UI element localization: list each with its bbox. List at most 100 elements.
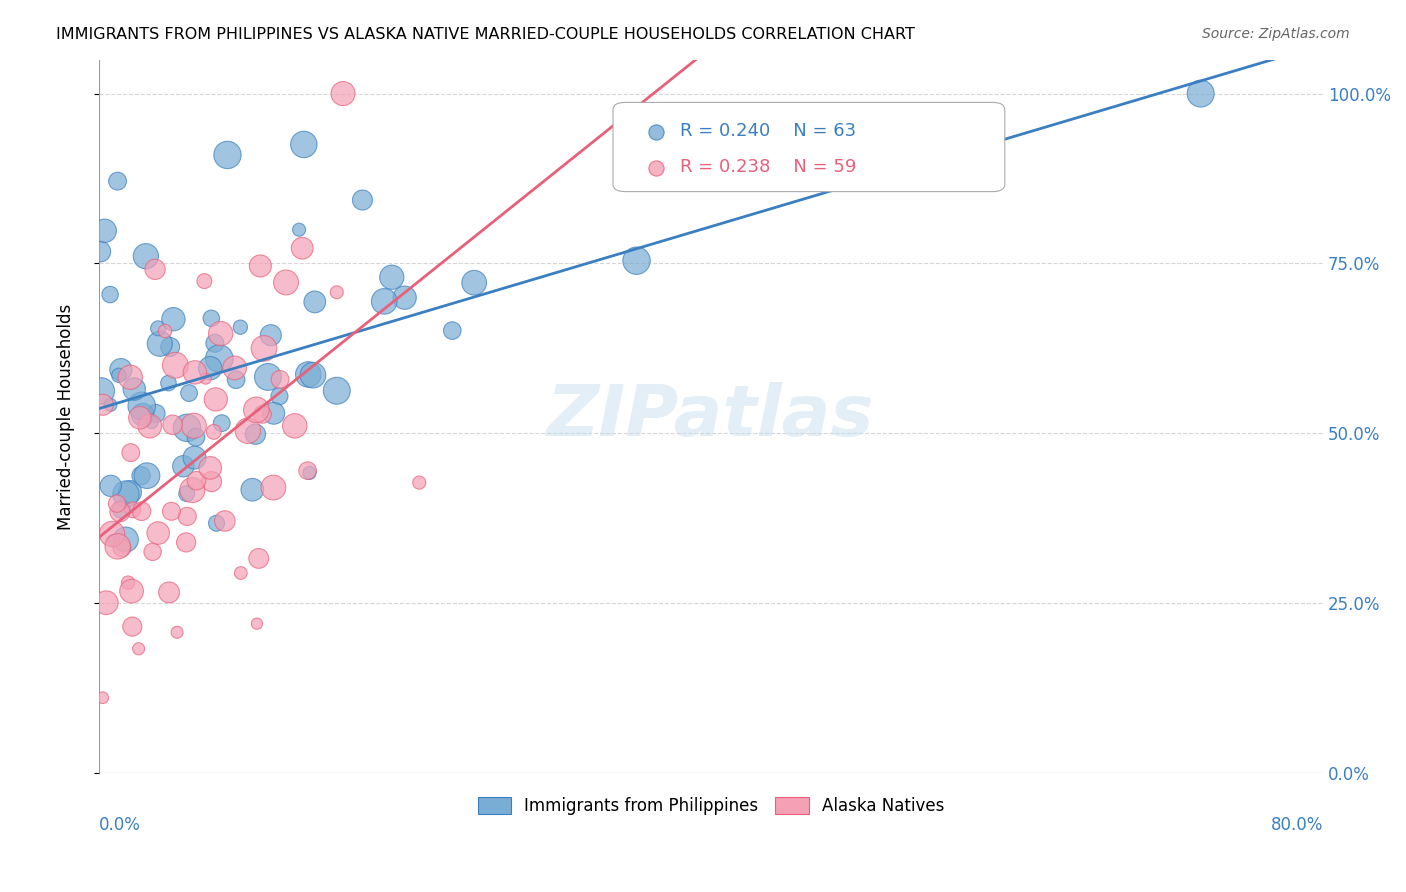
- Point: [166, 625, 188, 640]
- Point: [225, 373, 247, 387]
- Point: [208, 351, 231, 366]
- Point: [120, 370, 142, 384]
- Point: [143, 262, 166, 277]
- Point: [121, 619, 143, 633]
- Point: [257, 370, 280, 384]
- Legend: Immigrants from Philippines, Alaska Natives: Immigrants from Philippines, Alaska Nati…: [471, 790, 950, 822]
- Point: [252, 408, 274, 422]
- Point: [298, 466, 321, 480]
- Point: [1189, 87, 1212, 101]
- Point: [89, 244, 111, 259]
- Point: [165, 358, 187, 372]
- Point: [297, 368, 319, 382]
- Text: 80.0%: 80.0%: [1271, 816, 1323, 834]
- Point: [131, 408, 153, 422]
- Point: [441, 324, 464, 338]
- Point: [381, 270, 404, 285]
- Point: [297, 464, 319, 478]
- Point: [200, 461, 222, 475]
- Point: [785, 190, 807, 204]
- Point: [291, 241, 314, 255]
- Point: [394, 291, 416, 305]
- Point: [139, 419, 162, 434]
- Point: [332, 87, 354, 101]
- Point: [205, 516, 228, 531]
- Point: [247, 551, 270, 566]
- Point: [136, 468, 159, 483]
- Point: [105, 497, 128, 511]
- FancyBboxPatch shape: [613, 103, 1005, 192]
- Point: [176, 421, 198, 435]
- Point: [352, 193, 374, 207]
- Text: IMMIGRANTS FROM PHILIPPINES VS ALASKA NATIVE MARRIED-COUPLE HOUSEHOLDS CORRELATI: IMMIGRANTS FROM PHILIPPINES VS ALASKA NA…: [56, 27, 915, 42]
- Point: [159, 340, 181, 354]
- Text: R = 0.238    N = 59: R = 0.238 N = 59: [681, 158, 856, 176]
- Point: [408, 475, 430, 490]
- Point: [121, 503, 143, 517]
- Point: [229, 566, 252, 580]
- Point: [91, 398, 114, 412]
- Point: [177, 386, 200, 401]
- Point: [107, 174, 129, 188]
- Point: [626, 253, 648, 268]
- Point: [162, 312, 184, 326]
- Point: [108, 368, 131, 383]
- Point: [204, 392, 226, 407]
- Point: [129, 468, 152, 483]
- Point: [110, 502, 132, 516]
- Point: [184, 430, 207, 444]
- Point: [108, 505, 131, 519]
- Point: [236, 424, 259, 438]
- Point: [240, 483, 263, 497]
- Point: [269, 372, 291, 386]
- Point: [162, 417, 184, 432]
- Point: [176, 486, 198, 500]
- Point: [98, 287, 121, 301]
- Point: [91, 690, 114, 705]
- Point: [111, 541, 134, 555]
- Point: [135, 249, 157, 263]
- Point: [157, 585, 180, 599]
- Point: [100, 398, 122, 412]
- Point: [153, 324, 176, 338]
- Point: [249, 259, 271, 273]
- Point: [209, 326, 232, 341]
- Point: [131, 504, 153, 518]
- Point: [292, 137, 315, 152]
- Point: [103, 533, 125, 548]
- Point: [253, 342, 276, 356]
- Point: [373, 294, 395, 309]
- Point: [118, 485, 141, 500]
- Point: [214, 514, 236, 528]
- Point: [183, 418, 205, 433]
- Point: [122, 382, 145, 396]
- Point: [107, 539, 129, 553]
- Point: [260, 328, 283, 343]
- Point: [131, 399, 153, 413]
- Point: [160, 504, 183, 518]
- Point: [100, 479, 122, 493]
- Point: [202, 425, 225, 439]
- Point: [114, 533, 136, 547]
- Point: [128, 641, 150, 656]
- Point: [128, 410, 150, 425]
- Point: [142, 545, 165, 559]
- Point: [172, 459, 194, 474]
- Point: [274, 276, 297, 290]
- Point: [302, 368, 325, 383]
- Point: [326, 285, 349, 300]
- Point: [157, 376, 180, 390]
- Text: ZIPatlas: ZIPatlas: [547, 382, 875, 450]
- Point: [211, 416, 233, 430]
- Point: [121, 584, 143, 599]
- Point: [145, 407, 167, 421]
- Point: [263, 406, 285, 420]
- Point: [115, 487, 138, 501]
- Point: [149, 336, 172, 351]
- Point: [120, 445, 142, 459]
- Point: [204, 336, 226, 351]
- Point: [217, 148, 239, 162]
- Point: [194, 371, 217, 385]
- Point: [96, 596, 118, 610]
- Point: [262, 481, 284, 495]
